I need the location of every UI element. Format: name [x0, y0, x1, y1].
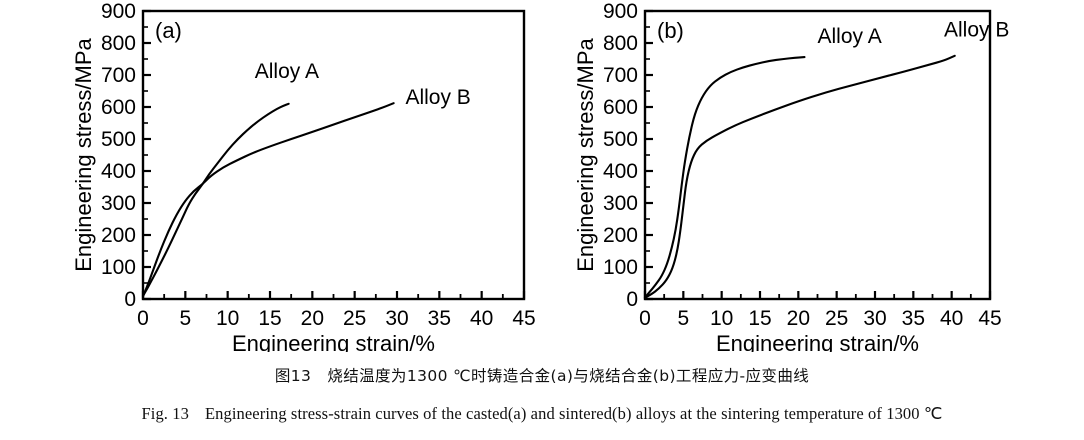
y-tick-label: 200 — [101, 224, 136, 247]
x-tick-label: 30 — [863, 307, 886, 330]
plot-frame — [643, 9, 992, 301]
y-tick-label: 200 — [603, 224, 638, 247]
y-tick-label: 800 — [603, 32, 638, 55]
y-tick-label: 300 — [101, 192, 136, 215]
x-tick-label: 20 — [787, 307, 810, 330]
chart-panel-b: 0 5 10 15 20 25 30 35 40 45 0 100 200 300 400 500 600 700… — [545, 0, 1084, 352]
x-tick-label: 35 — [428, 307, 451, 330]
plot-frame — [141, 9, 526, 301]
series-label-alloy-a: Alloy A — [818, 25, 882, 48]
y-tick-label: 500 — [603, 128, 638, 151]
x-tick-label: 15 — [258, 307, 281, 330]
curve-alloy-b — [141, 102, 395, 298]
caption-english-label: Fig. 13 — [141, 404, 189, 423]
series-label-alloy-a: Alloy A — [255, 60, 319, 83]
panel-label: (a) — [155, 18, 182, 43]
x-tick-label: 45 — [512, 307, 535, 330]
x-tick-label: 35 — [902, 307, 925, 330]
x-tick-label: 5 — [677, 307, 689, 330]
y-tick-label: 900 — [603, 0, 638, 23]
y-tick-label: 900 — [101, 0, 136, 23]
y-tick-label: 600 — [603, 96, 638, 119]
y-tick-label: 500 — [101, 128, 136, 151]
x-tick-label: 10 — [710, 307, 733, 330]
x-tick-label: 25 — [343, 307, 366, 330]
x-tick-label: 40 — [470, 307, 493, 330]
x-tick-label: 45 — [978, 307, 1001, 330]
caption-chinese: 图13 烧结温度为1300 ℃时铸造合金(a)与烧结合金(b)工程应力-应变曲线 — [0, 364, 1084, 386]
y-tick-label: 700 — [101, 64, 136, 87]
curve-alloy-a — [643, 56, 806, 299]
y-tick-label: 400 — [603, 160, 638, 183]
y-tick-label: 100 — [603, 256, 638, 279]
chart-panel-a: 0 5 10 15 20 25 30 35 40 45 0 100 200 300 400 500 600 700… — [0, 0, 545, 352]
x-tick-label: 0 — [137, 307, 149, 330]
y-axis-label: Engineering stress/MPa — [71, 37, 96, 271]
caption-english: Fig. 13 Engineering stress-strain curves … — [0, 404, 1084, 424]
x-tick-label: 40 — [940, 307, 963, 330]
panel-label: (b) — [657, 18, 684, 43]
x-tick-label: 15 — [748, 307, 771, 330]
plot-svg: 0 5 10 15 20 25 30 35 40 45 0 100 200 300 400 500 600 700… — [573, 0, 1009, 352]
y-tick-label: 800 — [101, 32, 136, 55]
caption-chinese-text: 烧结温度为1300 ℃时铸造合金(a)与烧结合金(b)工程应力-应变曲线 — [327, 367, 810, 385]
curve-alloy-a — [141, 102, 290, 297]
x-tick-label: 10 — [216, 307, 239, 330]
y-tick-label: 400 — [101, 160, 136, 183]
series-label-alloy-b: Alloy B — [944, 19, 1009, 42]
y-tick-label: 700 — [603, 64, 638, 87]
x-axis-label: Engineering strain/% — [232, 331, 435, 352]
y-tick-label: 600 — [101, 96, 136, 119]
y-axis-label: Engineering stress/MPa — [573, 37, 598, 271]
x-tick-label: 5 — [179, 307, 191, 330]
series-label-alloy-b: Alloy B — [405, 86, 470, 109]
x-tick-label: 20 — [301, 307, 324, 330]
y-tick-label: 100 — [101, 256, 136, 279]
y-tick-label: 0 — [626, 288, 638, 311]
caption-chinese-label: 图13 — [274, 367, 312, 385]
y-tick-label: 300 — [603, 192, 638, 215]
plot-svg: 0 5 10 15 20 25 30 35 40 45 0 100 200 300 400 500 600 700… — [71, 0, 536, 352]
y-tick-label: 0 — [124, 288, 136, 311]
x-axis-label: Engineering strain/% — [716, 331, 919, 352]
caption-english-text: Engineering stress-strain curves of the … — [204, 404, 943, 423]
curve-alloy-b — [643, 54, 956, 299]
x-tick-label: 30 — [385, 307, 408, 330]
x-tick-label: 0 — [639, 307, 651, 330]
x-tick-label: 25 — [825, 307, 848, 330]
